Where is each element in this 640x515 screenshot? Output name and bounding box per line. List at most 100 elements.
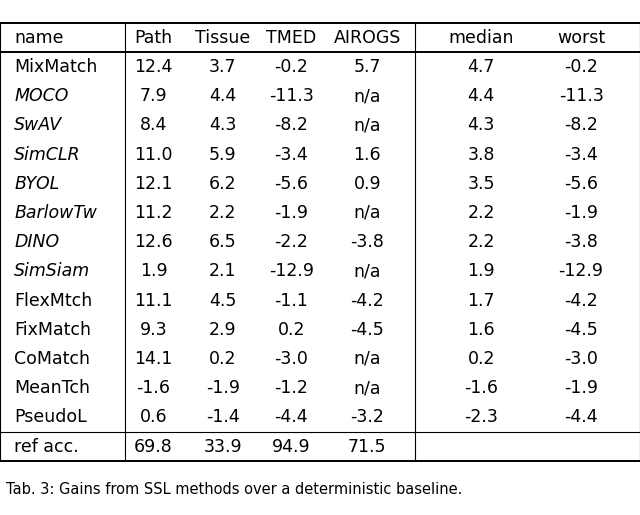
Text: -3.8: -3.8 xyxy=(351,233,384,251)
Text: 1.7: 1.7 xyxy=(468,291,495,310)
Text: 0.9: 0.9 xyxy=(353,175,381,193)
Text: 4.4: 4.4 xyxy=(468,87,495,105)
Text: -2.2: -2.2 xyxy=(275,233,308,251)
Text: 0.2: 0.2 xyxy=(278,321,305,339)
Text: 2.2: 2.2 xyxy=(209,204,236,222)
Text: median: median xyxy=(449,29,514,47)
Text: 8.4: 8.4 xyxy=(140,116,167,134)
Text: -5.6: -5.6 xyxy=(274,175,308,193)
Text: -11.3: -11.3 xyxy=(269,87,314,105)
Text: 4.4: 4.4 xyxy=(209,87,236,105)
Text: Tab. 3: Gains from SSL methods over a deterministic baseline.: Tab. 3: Gains from SSL methods over a de… xyxy=(6,482,463,497)
Text: -4.5: -4.5 xyxy=(564,321,598,339)
Text: 9.3: 9.3 xyxy=(140,321,168,339)
Text: -1.9: -1.9 xyxy=(564,379,598,397)
Text: -4.5: -4.5 xyxy=(351,321,384,339)
Text: -12.9: -12.9 xyxy=(559,262,604,280)
Text: 94.9: 94.9 xyxy=(272,438,310,456)
Text: -0.2: -0.2 xyxy=(275,58,308,76)
Text: 12.1: 12.1 xyxy=(134,175,173,193)
Text: AIROGS: AIROGS xyxy=(333,29,401,47)
Text: Path: Path xyxy=(134,29,173,47)
Text: TMED: TMED xyxy=(266,29,316,47)
Text: n/a: n/a xyxy=(354,379,381,397)
Text: name: name xyxy=(14,29,63,47)
Text: 7.9: 7.9 xyxy=(140,87,168,105)
Text: 0.2: 0.2 xyxy=(468,350,495,368)
Text: FlexMtch: FlexMtch xyxy=(14,291,92,310)
Text: Tissue: Tissue xyxy=(195,29,250,47)
Text: 4.3: 4.3 xyxy=(209,116,236,134)
Text: -8.2: -8.2 xyxy=(275,116,308,134)
Text: -3.4: -3.4 xyxy=(275,146,308,164)
Text: -12.9: -12.9 xyxy=(269,262,314,280)
Text: 0.6: 0.6 xyxy=(140,408,168,426)
Text: 5.9: 5.9 xyxy=(209,146,237,164)
Text: 11.1: 11.1 xyxy=(134,291,173,310)
Text: MeanTch: MeanTch xyxy=(14,379,90,397)
Text: 2.1: 2.1 xyxy=(209,262,236,280)
Text: -5.6: -5.6 xyxy=(564,175,598,193)
Text: -2.3: -2.3 xyxy=(465,408,498,426)
Text: ref acc.: ref acc. xyxy=(14,438,79,456)
Text: BarlowTw: BarlowTw xyxy=(14,204,97,222)
Text: worst: worst xyxy=(557,29,605,47)
Text: -1.4: -1.4 xyxy=(206,408,239,426)
Text: 2.2: 2.2 xyxy=(468,204,495,222)
Text: 4.7: 4.7 xyxy=(468,58,495,76)
Text: 0.2: 0.2 xyxy=(209,350,236,368)
Text: 12.6: 12.6 xyxy=(134,233,173,251)
Text: -1.6: -1.6 xyxy=(464,379,499,397)
Text: -3.8: -3.8 xyxy=(564,233,598,251)
Text: MixMatch: MixMatch xyxy=(14,58,97,76)
Text: n/a: n/a xyxy=(354,350,381,368)
Text: -1.9: -1.9 xyxy=(274,204,308,222)
Text: 3.7: 3.7 xyxy=(209,58,236,76)
Text: -3.0: -3.0 xyxy=(564,350,598,368)
Text: -3.4: -3.4 xyxy=(564,146,598,164)
Text: -4.2: -4.2 xyxy=(351,291,384,310)
Text: 14.1: 14.1 xyxy=(134,350,173,368)
Text: -1.6: -1.6 xyxy=(136,379,171,397)
Text: 2.9: 2.9 xyxy=(209,321,237,339)
Text: -1.2: -1.2 xyxy=(275,379,308,397)
Text: 69.8: 69.8 xyxy=(134,438,173,456)
Text: 11.0: 11.0 xyxy=(134,146,173,164)
Text: -1.9: -1.9 xyxy=(564,204,598,222)
Text: 33.9: 33.9 xyxy=(204,438,242,456)
Text: -4.2: -4.2 xyxy=(564,291,598,310)
Text: -11.3: -11.3 xyxy=(559,87,604,105)
Text: -3.0: -3.0 xyxy=(275,350,308,368)
Text: -4.4: -4.4 xyxy=(275,408,308,426)
Text: -8.2: -8.2 xyxy=(564,116,598,134)
Text: 12.4: 12.4 xyxy=(134,58,173,76)
Text: 11.2: 11.2 xyxy=(134,204,173,222)
Text: SwAV: SwAV xyxy=(14,116,62,134)
Text: -0.2: -0.2 xyxy=(564,58,598,76)
Text: 1.9: 1.9 xyxy=(467,262,495,280)
Text: BYOL: BYOL xyxy=(14,175,60,193)
Text: n/a: n/a xyxy=(354,87,381,105)
Text: -4.4: -4.4 xyxy=(564,408,598,426)
Text: CoMatch: CoMatch xyxy=(14,350,90,368)
Text: DINO: DINO xyxy=(14,233,60,251)
Text: 6.5: 6.5 xyxy=(209,233,237,251)
Text: n/a: n/a xyxy=(354,262,381,280)
Text: PseudoL: PseudoL xyxy=(14,408,87,426)
Text: MOCO: MOCO xyxy=(14,87,68,105)
Text: 3.8: 3.8 xyxy=(468,146,495,164)
Text: 4.3: 4.3 xyxy=(468,116,495,134)
Text: 4.5: 4.5 xyxy=(209,291,236,310)
Text: 1.6: 1.6 xyxy=(467,321,495,339)
Text: 1.9: 1.9 xyxy=(140,262,168,280)
Text: SimSiam: SimSiam xyxy=(14,262,90,280)
Text: 5.7: 5.7 xyxy=(354,58,381,76)
Text: n/a: n/a xyxy=(354,116,381,134)
Text: n/a: n/a xyxy=(354,204,381,222)
Text: 1.6: 1.6 xyxy=(353,146,381,164)
Text: 2.2: 2.2 xyxy=(468,233,495,251)
Text: 71.5: 71.5 xyxy=(348,438,387,456)
Text: FixMatch: FixMatch xyxy=(14,321,91,339)
Text: -1.1: -1.1 xyxy=(275,291,308,310)
Text: 6.2: 6.2 xyxy=(209,175,237,193)
